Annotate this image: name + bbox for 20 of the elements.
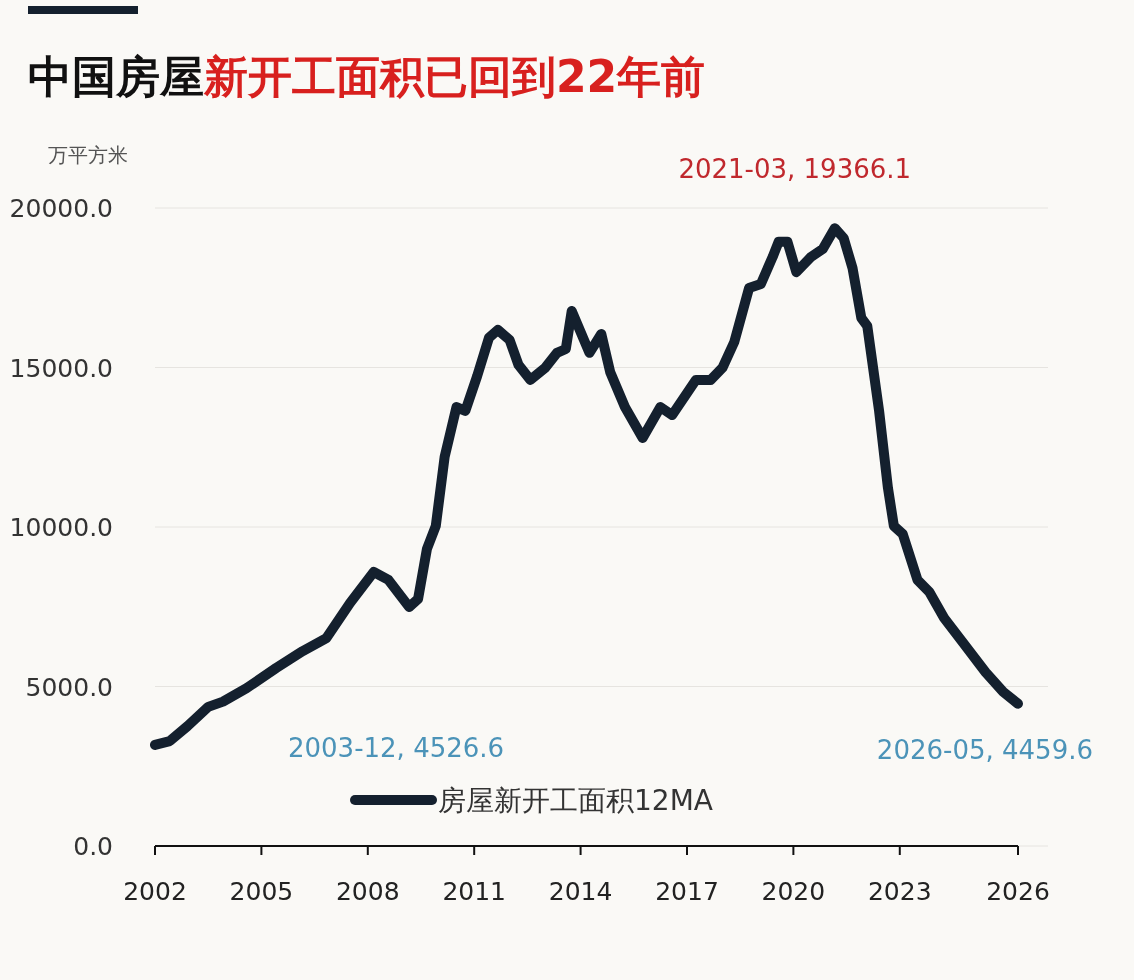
y-tick-label: 5000.0 <box>25 672 113 702</box>
x-tick-label: 2002 <box>123 877 187 906</box>
annotation: 2026-05, 4459.6 <box>876 734 1093 765</box>
y-tick-label: 10000.0 <box>9 513 113 542</box>
x-tick-label: 2026 <box>986 877 1050 906</box>
y-tick-label: 15000.0 <box>9 353 113 383</box>
legend-label: 房屋新开工面积12MA <box>438 784 713 817</box>
x-tick-label: 2005 <box>229 877 294 906</box>
x-tick-label: 2014 <box>548 877 613 906</box>
x-tick-label: 2017 <box>655 877 719 906</box>
x-tick-label: 2020 <box>761 877 826 906</box>
y-tick-label: 0.0 <box>73 832 113 861</box>
x-tick-label: 2023 <box>867 877 932 906</box>
x-tick-label: 2008 <box>335 877 400 906</box>
chart-title: 中国房屋新开工面积已回到22年前 <box>28 51 706 102</box>
annotation: 2003-12, 4526.6 <box>287 732 505 763</box>
y-axis-title: 万平方米 <box>48 143 128 167</box>
y-tick-label: 20000.0 <box>9 194 113 223</box>
annotation: 2021-03, 19366.1 <box>678 154 912 185</box>
x-tick-label: 2011 <box>442 877 506 906</box>
